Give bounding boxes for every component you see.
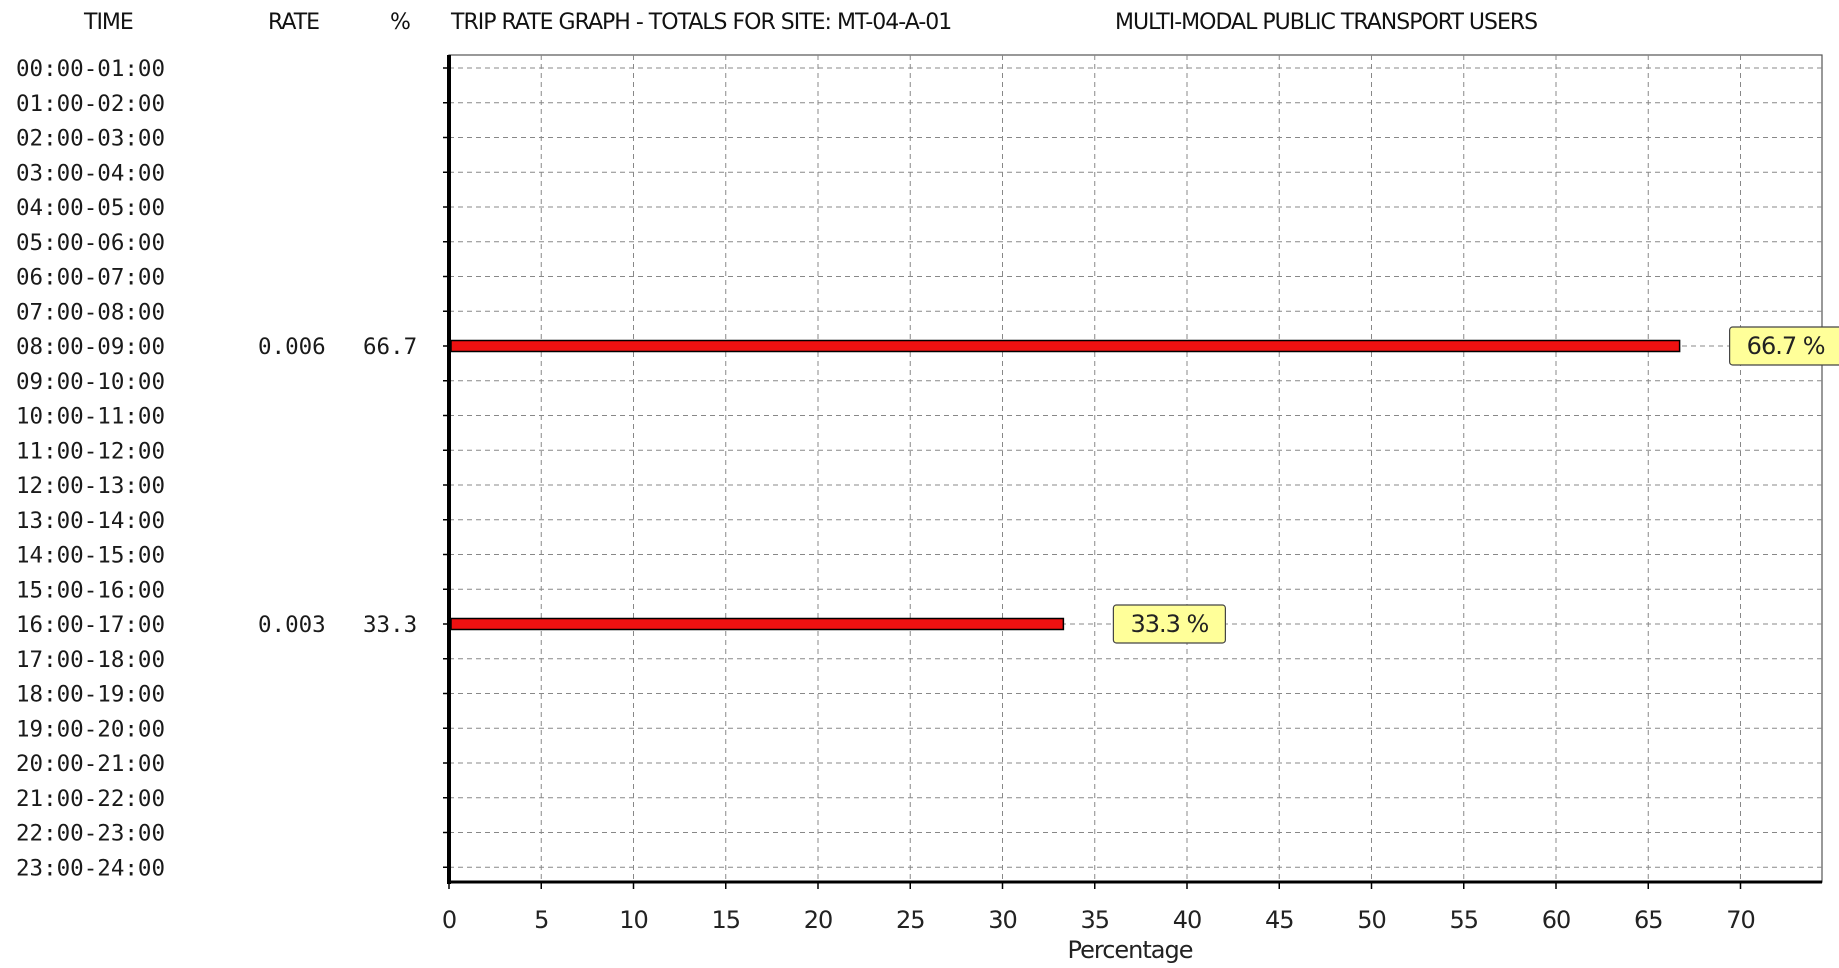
x-tick-label: 10 <box>619 906 648 934</box>
time-label: 10:00-11:00 <box>16 404 165 430</box>
time-label: 23:00-24:00 <box>16 855 165 881</box>
percent-column-header: % <box>390 10 411 35</box>
time-label: 11:00-12:00 <box>16 438 165 464</box>
x-tick-label: 15 <box>711 906 740 934</box>
data-label: 66.7 % <box>1747 332 1825 360</box>
time-label: 12:00-13:00 <box>16 473 165 499</box>
time-label: 04:00-05:00 <box>16 195 165 221</box>
x-tick-label: 25 <box>896 906 925 934</box>
time-label: 14:00-15:00 <box>16 543 165 569</box>
time-label: 06:00-07:00 <box>16 265 165 291</box>
time-label: 13:00-14:00 <box>16 508 165 534</box>
chart-title: TRIP RATE GRAPH - TOTALS FOR SITE: MT-04… <box>451 10 952 35</box>
time-label: 15:00-16:00 <box>16 577 165 603</box>
data-label: 33.3 % <box>1130 610 1208 638</box>
x-tick-label: 70 <box>1726 906 1755 934</box>
time-column-header: TIME <box>84 10 134 35</box>
time-label: 20:00-21:00 <box>16 751 165 777</box>
x-tick-label: 20 <box>804 906 833 934</box>
time-label: 01:00-02:00 <box>16 91 165 117</box>
time-label: 18:00-19:00 <box>16 682 165 708</box>
x-tick-label: 50 <box>1357 906 1386 934</box>
x-tick-label: 55 <box>1449 906 1478 934</box>
chart-subtitle: MULTI-MODAL PUBLIC TRANSPORT USERS <box>1115 10 1538 35</box>
time-label: 09:00-10:00 <box>16 369 165 395</box>
bar <box>450 339 1681 353</box>
x-tick-label: 45 <box>1265 906 1294 934</box>
rate-value: 0.003 <box>258 612 326 638</box>
data-label-box <box>1112 604 1226 644</box>
time-label: 00:00-01:00 <box>16 56 165 82</box>
plot-frame <box>448 54 1823 883</box>
time-label: 08:00-09:00 <box>16 334 165 360</box>
time-label: 07:00-08:00 <box>16 299 165 325</box>
x-tick-label: 40 <box>1173 906 1202 934</box>
time-label: 03:00-04:00 <box>16 160 165 186</box>
time-label: 02:00-03:00 <box>16 126 165 152</box>
time-label: 16:00-17:00 <box>16 612 165 638</box>
time-label: 17:00-18:00 <box>16 647 165 673</box>
x-tick-label: 60 <box>1542 906 1571 934</box>
x-tick-label: 5 <box>534 906 548 934</box>
x-tick-label: 35 <box>1080 906 1109 934</box>
row-labels: 00:00-01:00 01:00-02:00 02:00-03:00 03:00-0… <box>16 56 417 881</box>
x-tick-label: 0 <box>442 906 456 934</box>
time-label: 21:00-22:00 <box>16 786 165 812</box>
percent-value: 66.7 <box>363 334 417 360</box>
time-label: 05:00-06:00 <box>16 230 165 256</box>
rate-column-header: RATE <box>268 10 320 35</box>
data-labels: 66.7 % 33.3 % <box>1112 326 1839 644</box>
time-label: 19:00-20:00 <box>16 716 165 742</box>
x-tick-label: 65 <box>1634 906 1663 934</box>
time-label: 22:00-23:00 <box>16 821 165 847</box>
x-axis-title: Percentage <box>1067 936 1192 964</box>
percent-value: 33.3 <box>363 612 417 638</box>
axes: 0 5 10 15 20 25 30 35 40 45 50 55 60 65 70 <box>442 55 1822 934</box>
data-label-box <box>1729 326 1839 366</box>
rate-value: 0.006 <box>258 334 326 360</box>
x-tick-label: 30 <box>988 906 1017 934</box>
grid-lines <box>448 54 1823 883</box>
bar <box>450 617 1065 631</box>
